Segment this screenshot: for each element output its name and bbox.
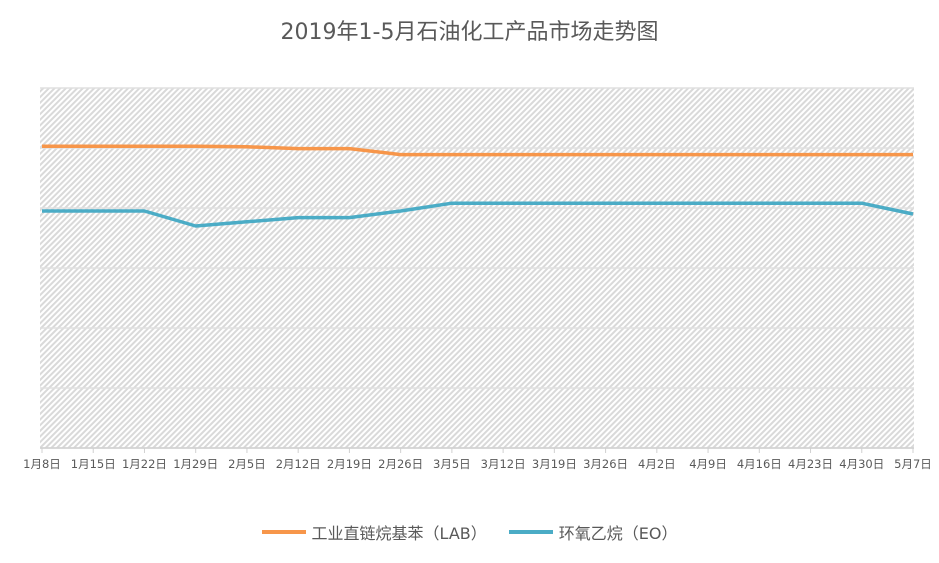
chart-title: 2019年1-5月石油化工产品市场走势图 (280, 20, 659, 45)
x-tick-label: 3月26日 (583, 457, 628, 471)
x-tick-label: 1月29日 (173, 457, 218, 471)
series-line-1 (42, 201, 914, 228)
legend-item: 工业直链烷基苯（LAB） (261, 520, 487, 544)
x-tick-label: 4月23日 (788, 457, 833, 471)
x-tick-label: 4月9日 (689, 457, 727, 471)
legend-label: 环氧乙烷（EO） (558, 524, 678, 543)
x-tick-label: 1月15日 (71, 457, 116, 471)
x-tick-label: 2月26日 (378, 457, 423, 471)
series-line-0 (42, 144, 913, 157)
legend-swatch (261, 530, 306, 534)
x-tick-label: 2月5日 (228, 457, 266, 471)
x-tick-label: 1月8日 (23, 457, 61, 471)
legend: 工业直链烷基苯（LAB） 环氧乙烷（EO） (0, 520, 939, 544)
x-tick-label: 2月19日 (327, 457, 372, 471)
x-tick-label: 4月2日 (638, 457, 676, 471)
x-tick-label: 1月22日 (122, 457, 167, 471)
legend-item: 环氧乙烷（EO） (508, 520, 678, 544)
x-tick-label: 4月16日 (737, 457, 782, 471)
x-tick-label: 3月12日 (481, 457, 526, 471)
x-tick-label: 2月12日 (276, 457, 321, 471)
legend-label: 工业直链烷基苯（LAB） (311, 524, 487, 543)
x-tick-label: 3月5日 (433, 457, 471, 471)
x-tick-label: 4月30日 (839, 457, 884, 471)
x-tick-label: 3月19日 (532, 457, 577, 471)
legend-swatch (508, 530, 553, 534)
x-tick-label: 5月7日 (894, 457, 932, 471)
